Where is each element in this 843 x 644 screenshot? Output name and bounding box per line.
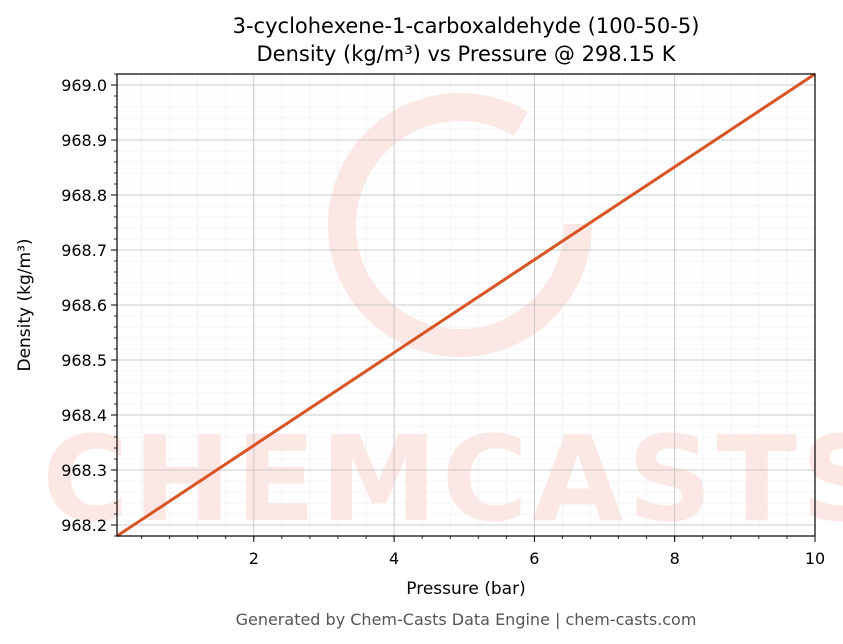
x-tick-label: 2 [249, 549, 259, 568]
x-tick-label: 6 [529, 549, 539, 568]
x-tick-label: 8 [670, 549, 680, 568]
series-layer [116, 72, 816, 538]
watermark-text: CHEMCASTS [42, 410, 843, 548]
series-line [116, 72, 816, 538]
x-tick-label: 4 [389, 549, 399, 568]
y-tick-labels: 968.2 968.3 968.4 968.5 968.6 968.7 968.8 968.9… [61, 76, 107, 535]
y-tick-label: 968.6 [61, 296, 107, 315]
y-tick-label: 968.3 [61, 461, 107, 480]
y-tick-label: 968.8 [61, 186, 107, 205]
x-tick-label: 10 [805, 549, 825, 568]
footer-credit: Generated by Chem-Casts Data Engine | ch… [236, 610, 697, 629]
y-tick-label: 969.0 [61, 76, 107, 95]
y-tick-label: 968.9 [61, 131, 107, 150]
chart-title-line-2: Density (kg/m³) vs Pressure @ 298.15 K [256, 42, 676, 66]
y-tick-label: 968.4 [61, 406, 107, 425]
y-tick-label: 968.2 [61, 516, 107, 535]
y-axis-label: Density (kg/m³) [15, 238, 35, 371]
y-tick-label: 968.7 [61, 241, 107, 260]
x-tick-labels: 2 4 6 8 10 [249, 549, 825, 568]
y-tick-label: 968.5 [61, 351, 107, 370]
chart-title-line-1: 3-cyclohexene-1-carboxaldehyde (100-50-5… [233, 14, 700, 38]
tick-marks [111, 73, 816, 542]
x-axis-label: Pressure (bar) [406, 579, 525, 599]
